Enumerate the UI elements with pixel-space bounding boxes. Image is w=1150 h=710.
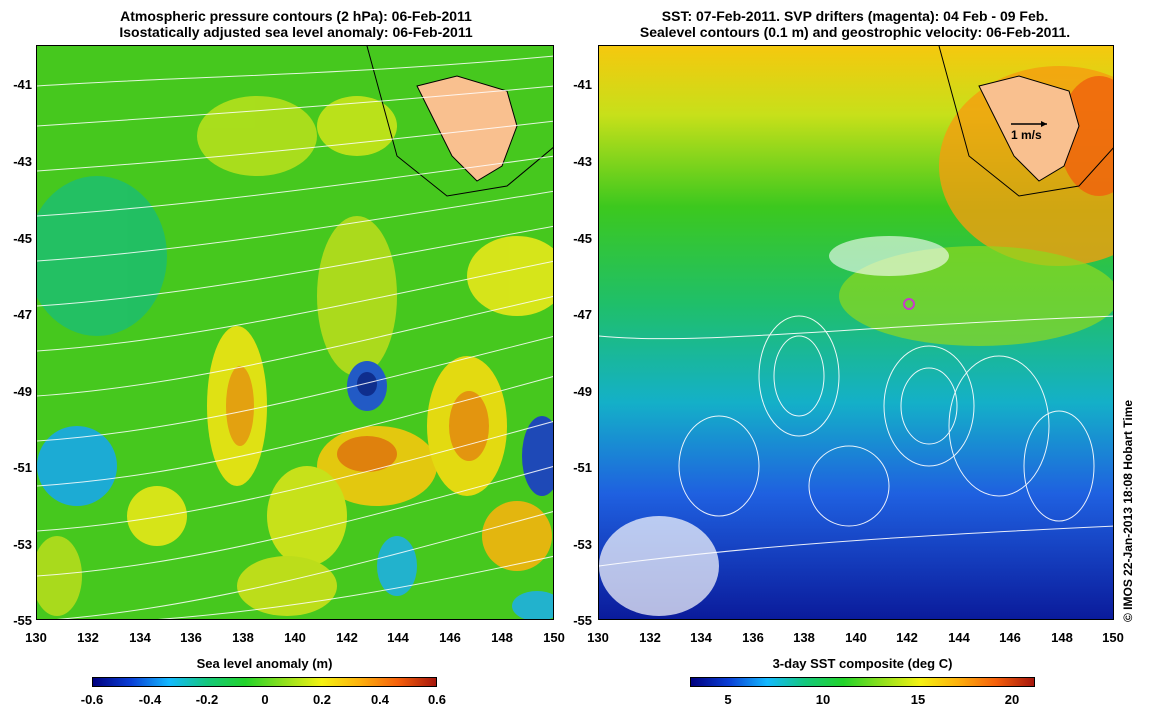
right-lat-tick: -45 — [573, 231, 592, 246]
right-lat-tick: -43 — [573, 154, 592, 169]
left-lon-tick: 144 — [387, 630, 409, 645]
left-lon-tick: 130 — [25, 630, 47, 645]
left-lon-tick: 146 — [439, 630, 461, 645]
right-lon-tick: 150 — [1102, 630, 1124, 645]
left-lon-tick: 148 — [491, 630, 513, 645]
imos-credit: © IMOS 22-Jan-2013 18:08 Hobart Time — [1121, 399, 1135, 622]
left-colorbar — [92, 677, 437, 687]
left-title-line1: Atmospheric pressure contours (2 hPa): 0… — [120, 8, 472, 24]
left-colorbar-tick: -0.2 — [195, 692, 219, 707]
sst-map: 1 m/s — [598, 45, 1114, 620]
left-colorbar-tick: 0.6 — [427, 692, 447, 707]
right-lat-tick: -53 — [573, 537, 592, 552]
right-lon-tick: 130 — [587, 630, 609, 645]
right-lat-tick: -49 — [573, 384, 592, 399]
right-lon-tick: 134 — [690, 630, 712, 645]
right-lon-tick: 136 — [742, 630, 764, 645]
left-lat-tick: -51 — [13, 460, 32, 475]
left-lat-tick: -43 — [13, 154, 32, 169]
sea-level-anomaly-field — [37, 46, 553, 619]
left-lat-tick: -49 — [13, 384, 32, 399]
left-colorbar-tick: 0.4 — [370, 692, 390, 707]
left-lon-tick: 134 — [129, 630, 151, 645]
right-title-line1: SST: 07-Feb-2011. SVP drifters (magenta)… — [661, 8, 1049, 24]
left-lon-tick: 136 — [180, 630, 202, 645]
right-colorbar-title: 3-day SST composite (deg C) — [772, 656, 953, 671]
left-lon-tick: 132 — [77, 630, 99, 645]
left-title-line2: Isostatically adjusted sea level anomaly… — [119, 24, 473, 40]
sst-field: 1 m/s — [599, 46, 1113, 619]
right-colorbar-tick: 15 — [910, 692, 926, 707]
right-title-line2: Sealevel contours (0.1 m) and geostrophi… — [639, 24, 1071, 40]
left-colorbar-title: Sea level anomaly (m) — [196, 656, 333, 671]
right-colorbar — [690, 677, 1035, 687]
left-lon-tick: 150 — [543, 630, 565, 645]
left-colorbar-tick: 0 — [261, 692, 269, 707]
right-lon-tick: 142 — [896, 630, 918, 645]
right-lon-tick: 140 — [845, 630, 867, 645]
velocity-scale-label: 1 m/s — [1011, 128, 1042, 142]
right-colorbar-tick: 10 — [815, 692, 831, 707]
right-lat-tick: -55 — [573, 613, 592, 628]
left-lon-tick: 140 — [284, 630, 306, 645]
left-colorbar-tick: 0.2 — [312, 692, 332, 707]
right-lon-tick: 132 — [639, 630, 661, 645]
left-lat-tick: -41 — [13, 77, 32, 92]
left-lat-tick: -47 — [13, 307, 32, 322]
right-lat-tick: -41 — [573, 77, 592, 92]
left-colorbar-tick: -0.4 — [138, 692, 162, 707]
right-lat-tick: -51 — [573, 460, 592, 475]
right-lon-tick: 138 — [793, 630, 815, 645]
right-colorbar-tick: 5 — [724, 692, 732, 707]
right-lon-tick: 146 — [999, 630, 1021, 645]
left-colorbar-tick: -0.6 — [80, 692, 104, 707]
left-lon-tick: 138 — [232, 630, 254, 645]
right-lon-tick: 148 — [1051, 630, 1073, 645]
drifter-marker — [903, 298, 915, 310]
right-lon-tick: 144 — [948, 630, 970, 645]
right-lat-tick: -47 — [573, 307, 592, 322]
left-lon-tick: 142 — [336, 630, 358, 645]
sea-level-anomaly-map — [36, 45, 554, 620]
left-lat-tick: -55 — [13, 613, 32, 628]
right-colorbar-tick: 20 — [1004, 692, 1020, 707]
left-lat-tick: -53 — [13, 537, 32, 552]
left-lat-tick: -45 — [13, 231, 32, 246]
